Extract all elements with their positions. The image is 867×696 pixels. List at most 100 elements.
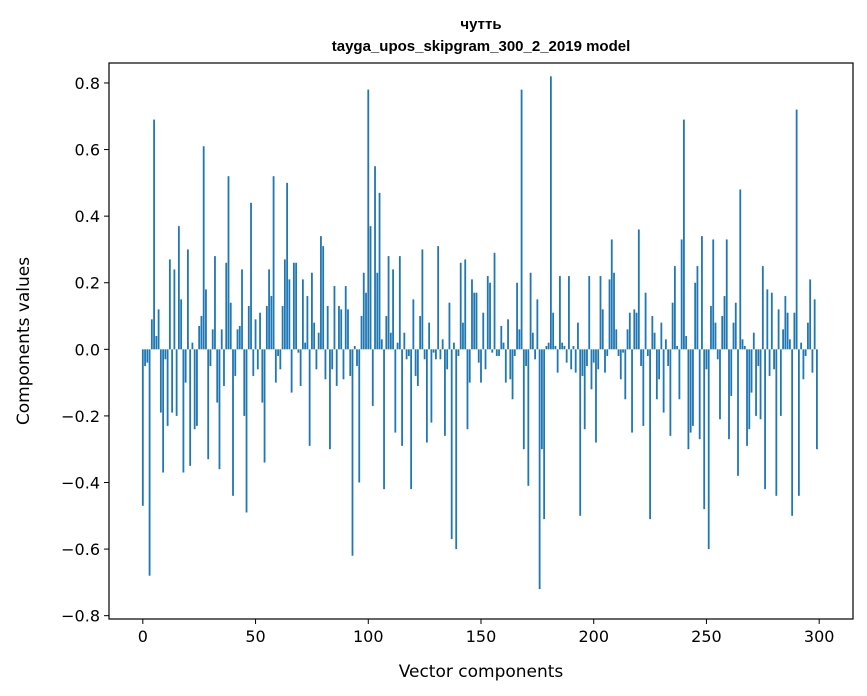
bar [331,349,334,370]
bar [358,349,361,483]
bar [660,322,663,350]
bar [453,342,455,350]
bar [168,259,171,350]
bar [259,312,261,350]
bar [615,329,618,350]
bar [669,349,672,436]
bar [414,349,417,376]
bar [430,349,433,423]
bar [324,349,327,380]
bar [807,322,809,350]
bar [779,349,782,416]
bar [719,349,721,420]
bar [705,349,708,370]
bar [556,349,559,373]
bar [207,349,210,460]
bar [687,349,690,450]
x-tick-label: 50 [245,627,265,646]
bar [423,349,426,360]
bar [196,349,198,426]
bar [606,349,609,356]
bar [349,349,352,376]
bars-group [141,76,818,590]
y-tick-label: −0.6 [61,540,100,559]
bar [522,349,525,450]
bar [292,262,295,350]
bar [281,306,284,350]
bar [527,349,530,486]
bar [595,349,597,443]
bar [243,349,246,416]
bar [552,312,555,350]
bar [491,349,494,353]
bar [241,269,243,350]
bar [673,266,676,350]
bar [791,349,794,516]
bar [680,239,683,350]
bar [164,349,167,360]
bar [737,349,739,476]
bar [658,349,661,380]
bar [218,349,221,470]
bar [773,349,775,370]
bar [653,332,656,350]
bar [642,349,645,426]
bar [777,309,780,350]
bar [723,296,726,350]
bar [480,349,482,383]
y-tick-label: 0.0 [75,340,100,359]
bar [608,279,611,350]
bar [301,279,304,350]
bar [376,272,379,350]
bar [448,302,451,350]
bar [184,349,187,383]
bar [146,349,149,363]
bar [342,349,345,380]
bar [683,119,685,350]
bar [766,289,769,350]
bar [802,349,805,380]
bar [797,349,800,496]
x-tick-label: 250 [691,627,722,646]
bar [265,306,268,350]
bar [626,329,629,350]
bar [441,339,444,350]
bar [509,349,512,380]
bar [225,262,228,350]
x-tick-label: 150 [466,627,497,646]
bar [387,256,390,350]
bar [583,349,586,430]
bar [200,316,203,350]
bar [741,339,744,350]
bar [306,296,309,350]
bar [538,349,541,590]
bar [712,239,715,350]
bar [407,349,410,356]
bar [518,329,521,350]
bar [493,252,496,350]
bar [565,349,568,363]
bar [394,349,397,433]
chart-title: чутть [460,16,501,33]
bar [734,302,737,350]
bar [182,349,185,473]
bar [214,256,216,350]
bar [694,282,697,350]
bar [437,246,440,350]
bar [520,89,523,350]
bar [534,349,537,360]
bar [624,349,627,400]
bar [279,349,282,370]
bar [649,349,651,520]
bar [365,292,367,350]
bar [211,329,214,350]
bar [432,349,435,353]
y-tick-label: −0.2 [61,407,100,426]
bar [270,296,273,350]
bar [513,349,516,356]
bar [516,282,518,350]
bar [338,306,340,350]
bar [761,266,764,350]
bar [502,342,505,350]
